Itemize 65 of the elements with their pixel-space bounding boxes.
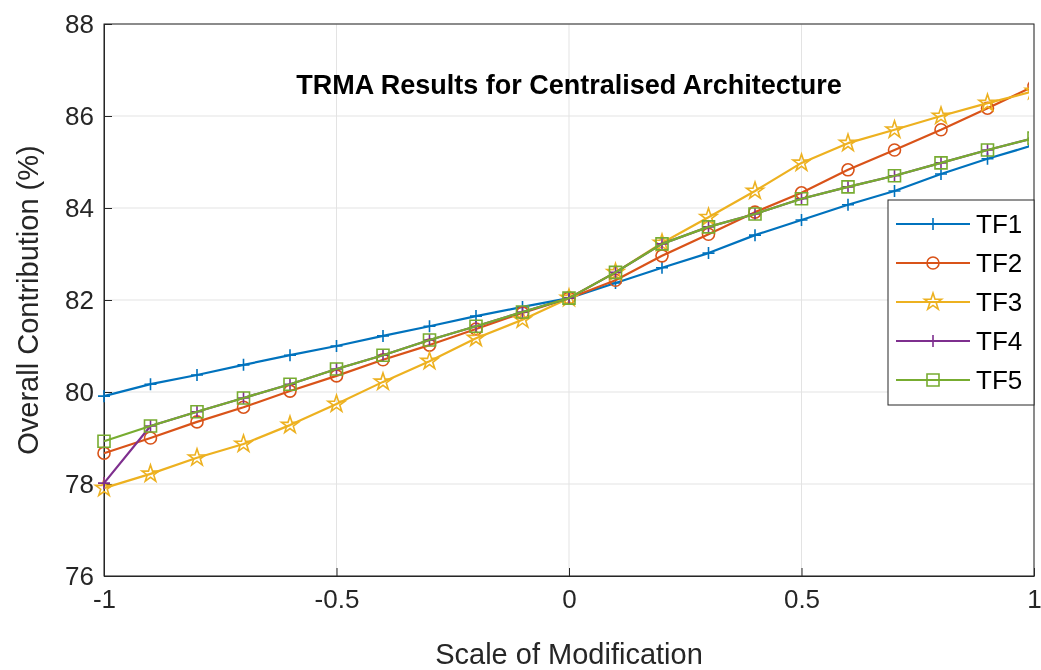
point <box>655 261 669 275</box>
point <box>887 184 902 198</box>
point <box>329 339 344 353</box>
y-axis-title: Overall Contribution (%) <box>12 145 44 455</box>
point <box>745 181 765 200</box>
y-tick-label: 76 <box>65 560 94 591</box>
point <box>513 310 532 328</box>
point <box>792 153 811 171</box>
legend-label: TF4 <box>976 326 1023 356</box>
point <box>422 319 437 334</box>
point <box>234 434 253 453</box>
point <box>652 233 672 251</box>
point <box>701 227 716 242</box>
y-tick-label: 84 <box>65 192 94 223</box>
point <box>283 384 297 398</box>
x-tick-label: 0.5 <box>783 584 821 615</box>
point <box>934 123 948 137</box>
point <box>143 431 158 445</box>
x-tick-label: 0 <box>562 584 577 615</box>
point <box>931 106 951 125</box>
point <box>841 163 855 177</box>
y-tick-label: 88 <box>65 8 94 39</box>
point <box>97 446 111 460</box>
legend-label: TF3 <box>976 287 1023 317</box>
x-tick-label: 1 <box>1027 584 1041 615</box>
point <box>699 207 718 226</box>
point <box>934 167 948 181</box>
x-tick-label: -0.5 <box>314 584 360 615</box>
point <box>838 133 858 152</box>
point <box>794 186 809 200</box>
y-tick-label: 80 <box>65 376 94 407</box>
point <box>94 478 114 497</box>
point <box>97 389 111 403</box>
y-tick-label: 86 <box>65 100 94 131</box>
x-tick-label: -1 <box>92 584 117 615</box>
text: TRMA Results for Centralised Architecture <box>296 70 842 100</box>
point <box>794 213 809 227</box>
point <box>748 228 762 242</box>
point <box>655 249 669 263</box>
point <box>701 246 716 260</box>
point <box>327 394 346 412</box>
point <box>420 351 439 370</box>
point <box>422 338 437 352</box>
point <box>376 329 390 343</box>
point <box>283 348 297 362</box>
point <box>143 377 158 391</box>
point <box>280 415 300 434</box>
point <box>373 372 393 390</box>
point <box>329 369 344 383</box>
y-tick-label: 82 <box>65 284 94 315</box>
point <box>885 120 904 138</box>
point <box>978 93 997 112</box>
point <box>236 400 251 414</box>
x-axis-title: Scale of Modification <box>435 638 703 670</box>
point <box>841 197 855 212</box>
point <box>187 448 207 466</box>
point <box>190 368 204 382</box>
legend-label: TF2 <box>976 248 1023 278</box>
y-tick-label: 78 <box>65 468 94 499</box>
point <box>887 143 902 157</box>
point <box>236 358 251 372</box>
point <box>190 415 204 429</box>
legend-label: TF5 <box>976 365 1023 395</box>
legend-label: TF1 <box>976 209 1023 239</box>
point <box>141 464 160 482</box>
